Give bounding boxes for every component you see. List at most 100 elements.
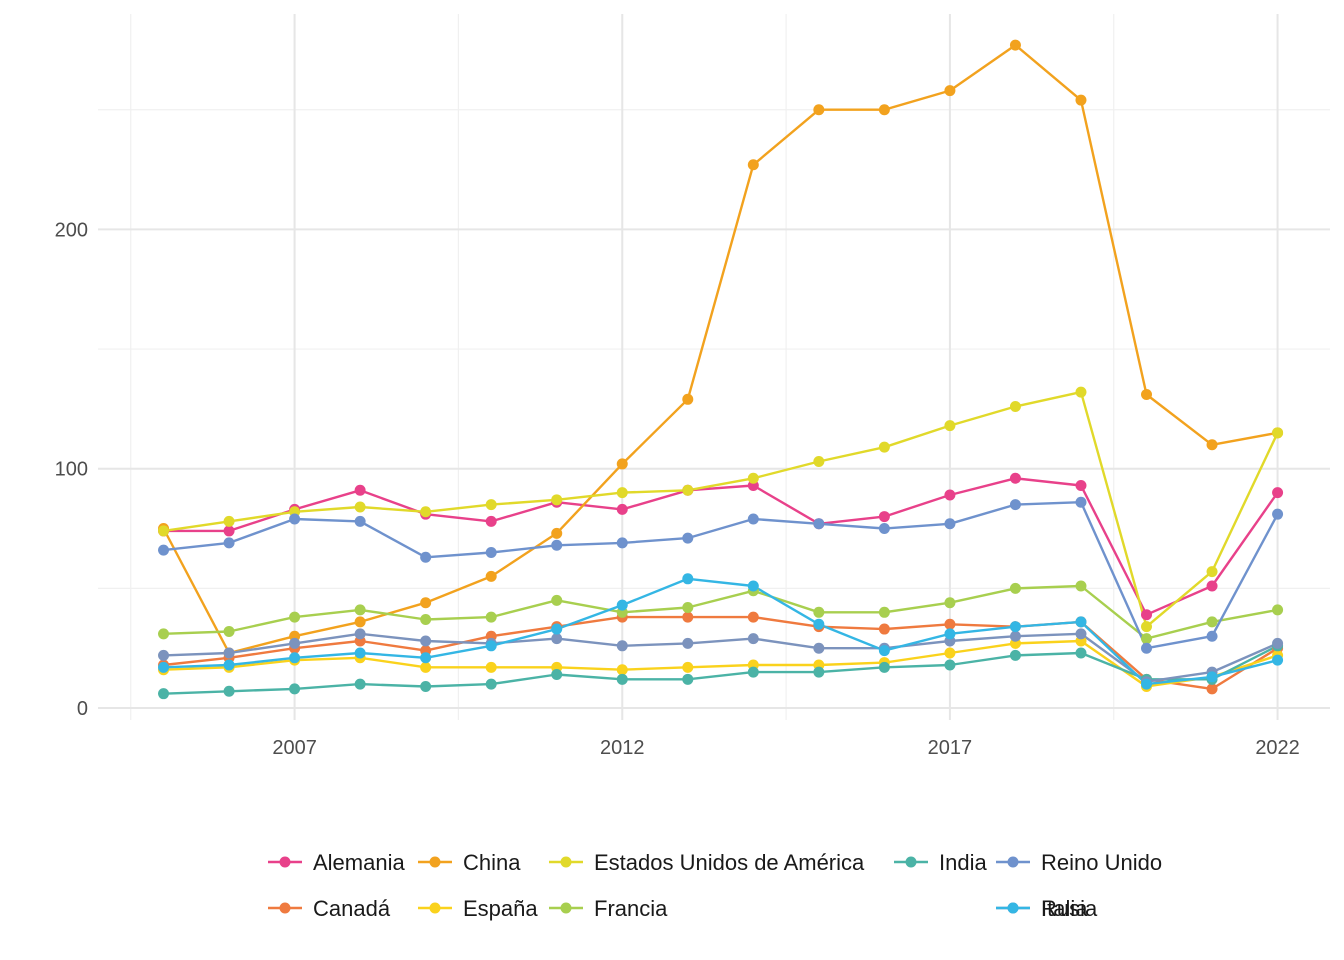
data-point-estados-unidos-de-america — [420, 506, 432, 518]
data-point-francia — [1141, 633, 1153, 645]
data-point-italia — [616, 640, 628, 652]
data-point-rusia — [420, 652, 432, 664]
data-point-estados-unidos-de-america — [223, 515, 235, 527]
data-point-india — [747, 666, 759, 678]
data-point-francia — [158, 628, 170, 640]
data-point-rusia — [1075, 616, 1087, 628]
data-point-reino-unido — [223, 537, 235, 549]
data-point-rusia — [289, 652, 301, 664]
data-point-francia — [420, 613, 432, 625]
series-line-china — [162, 43, 1278, 655]
y-tick-label: 0 — [77, 698, 88, 720]
legend-key-point — [279, 902, 291, 914]
legend-item-estados-unidos-de-america: Estados Unidos de América — [549, 850, 865, 875]
minor-gridlines — [98, 14, 1330, 720]
data-point-estados-unidos-de-america — [1206, 566, 1218, 578]
data-point-estados-unidos-de-america — [551, 494, 563, 506]
data-point-india — [878, 661, 890, 673]
data-point-reino-unido — [878, 523, 890, 535]
data-point-francia — [289, 611, 301, 623]
x-axis: 2007 2012 2017 2022 — [272, 737, 1299, 759]
legend-item-espana: España — [418, 896, 538, 921]
legend-label: India — [939, 850, 987, 875]
legend-item-alemania: Alemania — [268, 850, 405, 875]
data-point-estados-unidos-de-america — [747, 472, 759, 484]
data-point-reino-unido — [1206, 630, 1218, 642]
data-point-china — [878, 104, 890, 116]
y-tick-label: 100 — [55, 459, 88, 481]
legend-label: Estados Unidos de América — [594, 850, 865, 875]
legend-key-point — [1007, 902, 1019, 914]
data-point-alemania — [944, 489, 956, 501]
data-point-alemania — [1272, 487, 1284, 499]
data-point-italia — [289, 637, 301, 649]
data-point-rusia — [354, 647, 366, 659]
data-point-espana — [420, 661, 432, 673]
data-point-china — [682, 393, 694, 405]
data-point-china — [1075, 94, 1087, 106]
data-point-rusia — [485, 640, 497, 652]
data-point-reino-unido — [616, 537, 628, 549]
legend-key-point — [905, 856, 917, 868]
data-point-canada — [1206, 683, 1218, 695]
x-tick-label: 2012 — [600, 737, 645, 759]
data-point-rusia — [747, 580, 759, 592]
data-point-francia — [1206, 616, 1218, 628]
series-lines — [162, 43, 1279, 695]
data-point-rusia — [1141, 678, 1153, 690]
data-point-italia — [158, 649, 170, 661]
data-point-italia — [813, 642, 825, 654]
data-point-rusia — [158, 661, 170, 673]
data-point-alemania — [1075, 479, 1087, 491]
data-point-reino-unido — [420, 551, 432, 563]
legend-key-point — [279, 856, 291, 868]
data-point-estados-unidos-de-america — [354, 501, 366, 513]
legend-item-reino-unido: Reino Unido — [996, 850, 1162, 875]
data-point-estados-unidos-de-america — [616, 487, 628, 499]
data-point-alemania — [878, 511, 890, 523]
legend-key-point — [429, 856, 441, 868]
data-point-rusia — [1272, 654, 1284, 666]
data-point-china — [1206, 439, 1218, 451]
data-point-reino-unido — [289, 513, 301, 525]
data-point-italia — [682, 637, 694, 649]
data-point-italia — [354, 628, 366, 640]
data-point-india — [420, 680, 432, 692]
data-point-alemania — [1141, 609, 1153, 621]
legend-label: Italia — [1041, 896, 1088, 921]
data-point-china — [944, 85, 956, 97]
data-point-reino-unido — [747, 513, 759, 525]
data-point-alemania — [223, 525, 235, 537]
y-axis: 0 100 200 — [55, 219, 88, 720]
data-point-canada — [878, 623, 890, 635]
data-point-alemania — [485, 515, 497, 527]
series-line-rusia — [163, 577, 1278, 686]
legend-label: España — [463, 896, 538, 921]
data-point-espana — [616, 664, 628, 676]
data-point-rusia — [223, 659, 235, 671]
legend-item-india: India — [894, 850, 987, 875]
data-point-italia — [551, 633, 563, 645]
legend-label: Rusia — [1041, 896, 1098, 921]
data-point-italia — [1272, 637, 1284, 649]
data-point-india — [682, 673, 694, 685]
legend-item-francia: Francia — [549, 896, 668, 921]
data-point-china — [616, 458, 628, 470]
series-line-india — [163, 644, 1279, 695]
legend-item-rusia: Rusia — [996, 896, 1098, 921]
data-point-china — [354, 616, 366, 628]
x-tick-label: 2007 — [272, 737, 317, 759]
data-point-reino-unido — [813, 518, 825, 530]
data-point-reino-unido — [485, 546, 497, 558]
legend-key-point — [1007, 856, 1019, 868]
data-point-estados-unidos-de-america — [682, 484, 694, 496]
series-line-italia — [163, 632, 1279, 683]
data-point-francia — [551, 594, 563, 606]
y-tick-label: 200 — [55, 219, 88, 241]
data-point-estados-unidos-de-america — [878, 441, 890, 453]
data-point-estados-unidos-de-america — [158, 525, 170, 537]
data-point-india — [485, 678, 497, 690]
data-point-rusia — [616, 599, 628, 611]
data-point-italia — [1075, 628, 1087, 640]
data-point-estados-unidos-de-america — [944, 420, 956, 432]
